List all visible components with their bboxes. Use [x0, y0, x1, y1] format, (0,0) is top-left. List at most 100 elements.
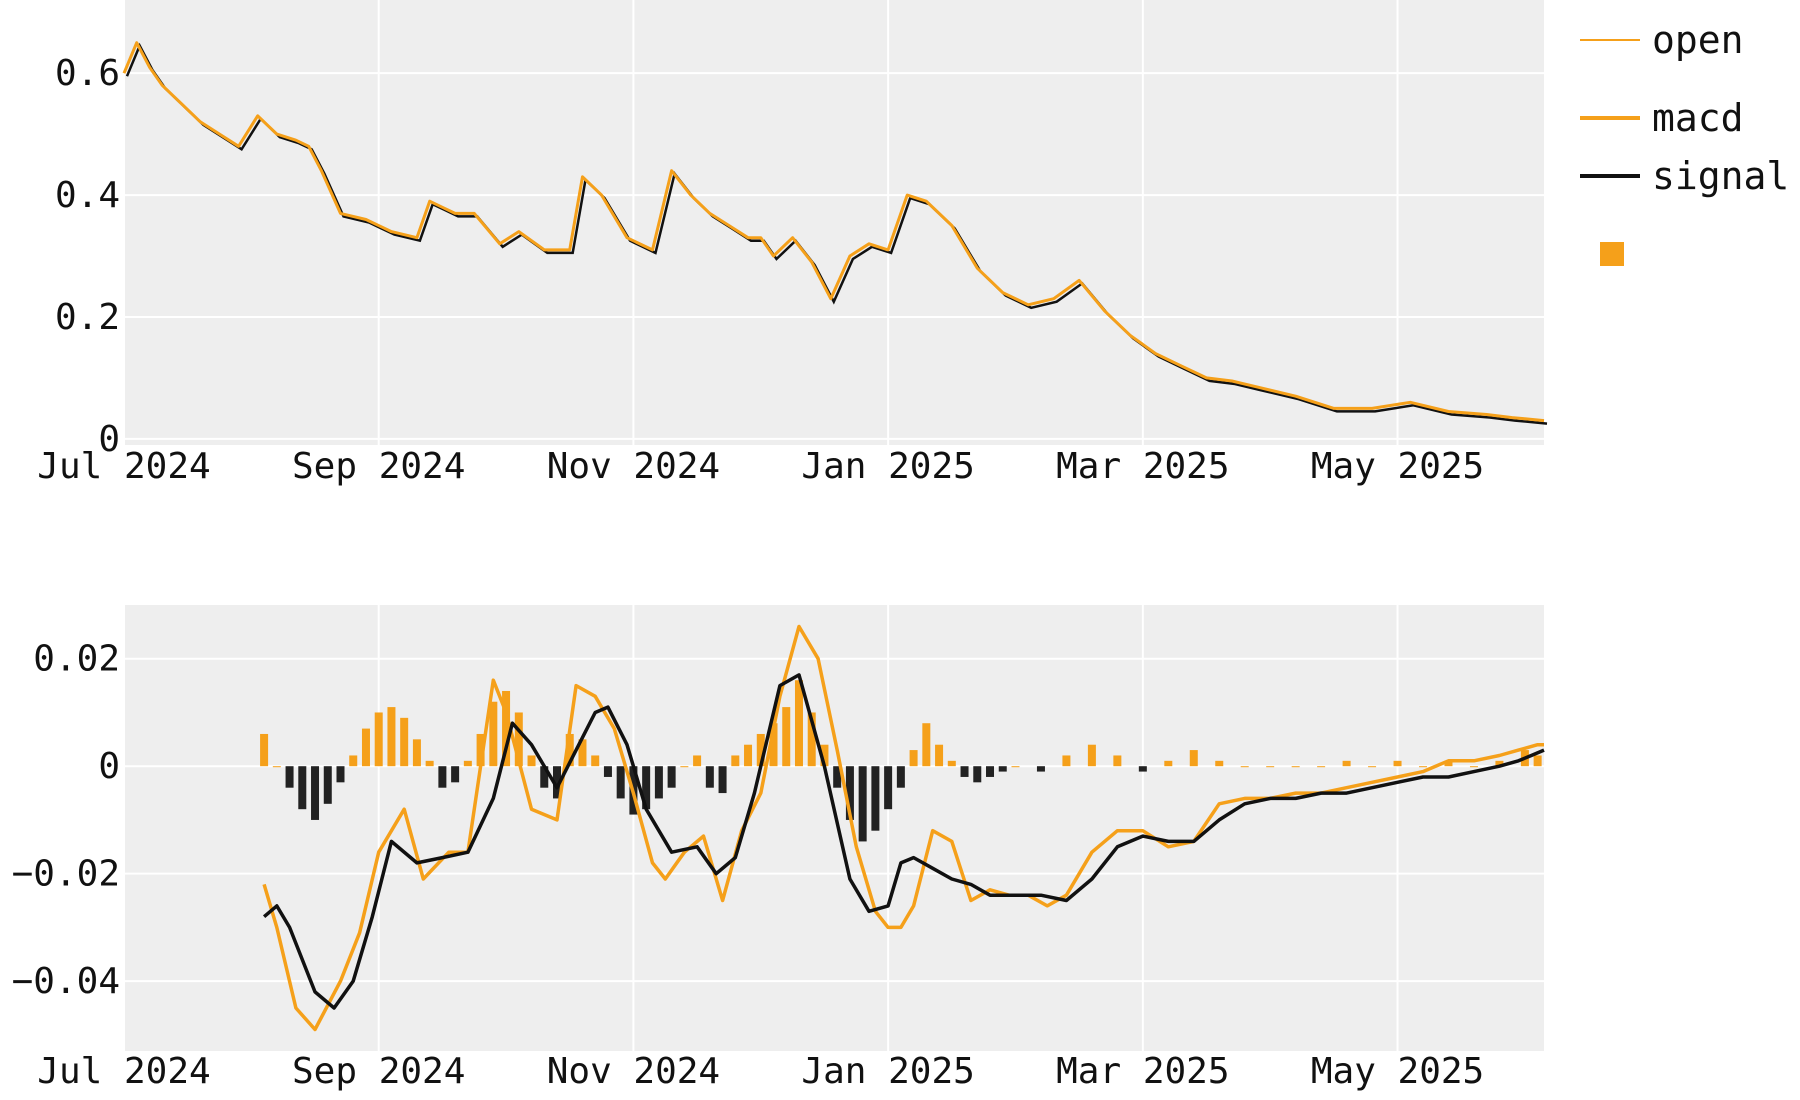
price-panel: 0 0.2 0.4 0.6 Jul 2024 Sep 2024 Nov 2024 Jan 2… — [37, 0, 1548, 487]
histogram-bar — [896, 766, 905, 788]
histogram-bar — [1393, 760, 1402, 767]
histogram-bar — [1240, 766, 1249, 768]
histogram-bar — [540, 766, 549, 788]
histogram-bar — [807, 712, 816, 767]
histogram-bar — [1444, 760, 1453, 767]
histogram-bar — [272, 766, 281, 768]
histogram-bar — [603, 766, 612, 777]
histogram-bar — [909, 750, 918, 767]
histogram-bar — [1419, 766, 1428, 768]
histogram-bar — [361, 728, 370, 767]
histogram-bar — [476, 733, 485, 767]
histogram-bar — [591, 755, 600, 767]
histogram-bar — [769, 723, 778, 767]
histogram-bar — [1495, 760, 1504, 767]
histogram-bar — [285, 766, 294, 788]
histogram-bar — [527, 755, 536, 767]
price-x-tick-label: Sep 2024 — [292, 446, 465, 487]
macd-x-tick-label: Nov 2024 — [547, 1051, 720, 1092]
macd-x-tick-label: Sep 2024 — [292, 1051, 465, 1092]
macd-panel-series — [262, 624, 1545, 1032]
histogram-bar — [1036, 766, 1045, 772]
macd-y-tick-label: −0.02 — [12, 854, 120, 895]
histogram-bar — [731, 755, 740, 767]
histogram-bar — [794, 680, 803, 767]
histogram-bar — [502, 690, 511, 767]
macd-panel: −0.04 −0.02 0 0.02 Jul 2024 Sep 2024 Nov 2024… — [12, 605, 1545, 1092]
histogram-bar — [616, 766, 625, 799]
histogram-bar — [705, 766, 714, 788]
histogram-bar — [986, 766, 995, 777]
histogram-bar — [553, 766, 562, 799]
histogram-bar — [463, 760, 472, 767]
histogram-bar — [884, 766, 893, 810]
price-panel-y-ticks: 0 0.2 0.4 0.6 — [55, 53, 120, 460]
histogram-bar — [1011, 766, 1020, 768]
histogram-bar — [578, 739, 587, 767]
price-x-tick-label: Mar 2025 — [1056, 446, 1229, 487]
histogram-bar — [1342, 760, 1351, 767]
histogram-bar — [680, 766, 689, 768]
legend-macd-label: macd — [1652, 96, 1744, 140]
histogram-bar — [514, 712, 523, 767]
histogram-bar — [451, 766, 460, 783]
legend: open macd signal — [1580, 18, 1789, 266]
legend-signal-label: signal — [1652, 154, 1789, 198]
macd-y-tick-label: 0 — [98, 746, 120, 787]
signal-series-line — [262, 673, 1545, 1010]
macd-x-tick-label: Jan 2025 — [801, 1051, 974, 1092]
histogram-bar — [1368, 766, 1377, 768]
histogram-bar — [425, 760, 434, 767]
legend-histogram-swatch — [1600, 242, 1624, 266]
histogram-bar — [1113, 755, 1122, 767]
histogram-bar — [400, 717, 409, 767]
histogram-bar — [311, 766, 320, 820]
macd-y-tick-label: −0.04 — [12, 961, 120, 1002]
histogram-bar — [349, 755, 358, 767]
histogram-bar — [667, 766, 676, 788]
macd-panel-grid — [123, 605, 1544, 1051]
price-x-tick-label: Jul 2024 — [37, 446, 210, 487]
histogram-bar — [756, 733, 765, 767]
histogram-bar — [833, 766, 842, 788]
histogram-bar — [922, 723, 931, 767]
histogram-bar — [323, 766, 332, 804]
price-panel-grid — [123, 0, 1544, 445]
histogram-bar — [693, 755, 702, 767]
histogram-bar — [871, 766, 880, 831]
histogram-bar — [438, 766, 447, 788]
price-y-tick-label: 0 — [98, 419, 120, 460]
macd-x-tick-label: Jul 2024 — [37, 1051, 210, 1092]
histogram-bar — [298, 766, 307, 810]
histogram-bar — [998, 766, 1007, 772]
histogram-bar — [1533, 755, 1542, 767]
histogram-bar — [654, 766, 663, 799]
price-x-tick-label: May 2025 — [1311, 446, 1484, 487]
price-panel-series — [122, 41, 1548, 425]
price-x-tick-label: Jan 2025 — [801, 446, 974, 487]
histogram-bar — [1062, 755, 1071, 767]
histogram-bar — [960, 766, 969, 777]
price-x-tick-label: Nov 2024 — [547, 446, 720, 487]
histogram-bar — [935, 744, 944, 767]
price-panel-x-ticks: Jul 2024 Sep 2024 Nov 2024 Jan 2025 Mar 2025… — [37, 446, 1484, 487]
macd-series-line — [262, 624, 1544, 1032]
histogram-bar — [1469, 766, 1478, 768]
histogram-bar — [1317, 766, 1326, 768]
histogram-bar — [947, 760, 956, 767]
macd-panel-y-ticks: −0.04 −0.02 0 0.02 — [12, 639, 120, 1002]
histogram-bar — [1189, 750, 1198, 767]
macd-panel-background — [124, 605, 1544, 1051]
macd-y-tick-label: 0.02 — [33, 639, 120, 680]
histogram-bar — [1215, 760, 1224, 767]
price-panel-background — [124, 0, 1544, 445]
histogram-bar — [260, 733, 269, 767]
histogram-bar — [845, 766, 854, 820]
histogram-bar — [718, 766, 727, 794]
histogram-bar — [782, 707, 791, 767]
histogram-bar — [858, 766, 867, 842]
histogram-bar — [744, 744, 753, 767]
macd-x-tick-label: May 2025 — [1311, 1051, 1484, 1092]
histogram-bar — [1087, 744, 1096, 767]
